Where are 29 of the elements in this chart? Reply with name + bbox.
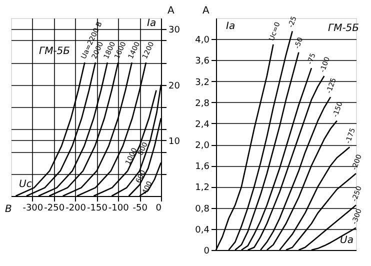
annotation: Uа: [340, 235, 354, 246]
annotation: Iа: [147, 18, 156, 29]
y-tick-label: 30: [168, 26, 180, 36]
y-tick-label: 0,8: [195, 204, 210, 214]
annotation: Iа: [226, 21, 236, 32]
y-tick-label: 20: [168, 81, 180, 92]
y-tick-label: 0,4: [195, 225, 210, 236]
annotation: Uс: [19, 179, 32, 190]
y-tick-label: 0: [204, 246, 210, 256]
y-tick-label: 10: [168, 136, 180, 147]
y-tick-label: 2,8: [195, 98, 210, 109]
y-tick-label: 3,6: [195, 56, 210, 67]
y-tick-label: 4,0: [195, 36, 210, 46]
x-tick-label: -150: [86, 204, 108, 214]
text: В: [5, 204, 12, 215]
x-tick-label: -300: [22, 204, 44, 214]
x-tick-label: -100: [108, 204, 130, 214]
y-axis-title: A: [168, 6, 174, 16]
y-tick-label: 2,0: [195, 141, 210, 152]
x-tick-label: 0: [156, 204, 162, 214]
annotation: ГМ-5Б: [328, 23, 360, 34]
y-tick-label: 3,2: [195, 78, 210, 88]
y-tick-label: 2,4: [195, 120, 210, 130]
x-tick-label: -50: [132, 204, 148, 214]
y-tick-label: 1,6: [195, 162, 210, 172]
y-tick-label: 1,2: [195, 183, 210, 194]
x-tick-label: -200: [66, 204, 86, 214]
x-tick-label: -250: [44, 204, 65, 214]
y-axis-title: A: [202, 6, 210, 16]
